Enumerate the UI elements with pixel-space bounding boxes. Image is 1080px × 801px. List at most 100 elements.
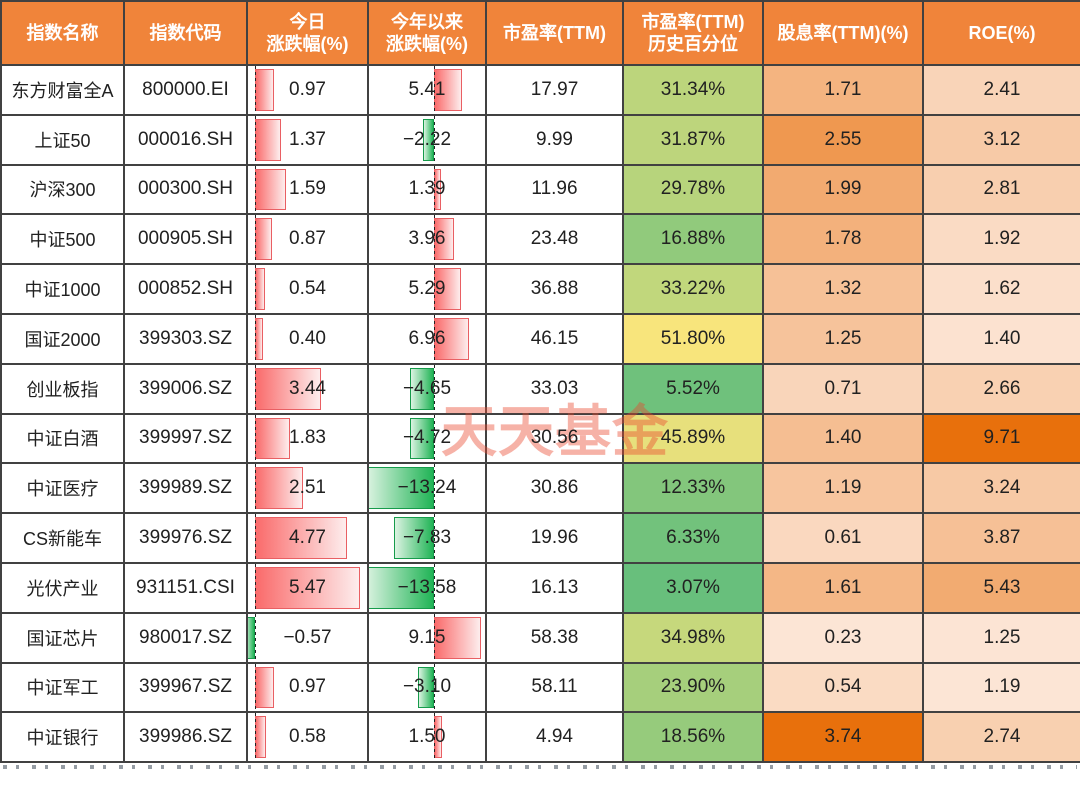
today-change-bar [255, 218, 272, 261]
name-cell: 光伏产业 [0, 561, 125, 614]
code-cell: 000016.SH [123, 113, 248, 166]
dividend-value: 2.55 [824, 128, 862, 150]
name-value: 中证军工 [26, 678, 99, 699]
name-value: CS新能车 [22, 529, 102, 550]
table-row: 光伏产业 931151.CSI 5.47 −13.58 16.13 3.07% 1.61 5.… [0, 561, 1080, 614]
pe_pct-value: 6.33% [666, 527, 720, 549]
dividend-cell: 1.40 [762, 412, 924, 465]
code-value: 399976.SZ [139, 527, 232, 549]
code-value: 931151.CSI [136, 576, 235, 598]
pe_pct-cell: 16.88% [622, 213, 764, 266]
name-value: 沪深300 [29, 180, 96, 201]
pe_pct-value: 16.88% [660, 228, 726, 250]
pe_pct-cell: 23.90% [622, 661, 764, 714]
pe-cell: 30.86 [485, 462, 624, 515]
ytd-change-bar [370, 467, 434, 510]
ytd-value: −2.22 [402, 128, 452, 150]
roe-value: 2.66 [983, 377, 1021, 399]
table-header-row: 指数名称 指数代码 今日 涨跌幅(%) 今年以来 涨跌幅(%) 市盈率(TTM) 市盈率(… [0, 0, 1080, 66]
dividend-value: 1.32 [824, 278, 862, 300]
pe_pct-cell: 5.52% [622, 362, 764, 415]
data-table: 指数名称 指数代码 今日 涨跌幅(%) 今年以来 涨跌幅(%) 市盈率(TTM) 市盈率(… [0, 0, 1080, 764]
roe-cell: 9.71 [922, 412, 1080, 465]
ytd-change-bar [422, 118, 434, 161]
name-value: 国证芯片 [26, 628, 99, 649]
today-value: 1.37 [289, 128, 326, 150]
pe-value: 33.03 [530, 377, 579, 399]
pe-cell: 33.03 [485, 362, 624, 415]
roe-value: 1.19 [983, 676, 1021, 698]
pe-value: 23.48 [530, 228, 579, 250]
name-cell: 创业板指 [0, 362, 125, 415]
roe-cell: 1.62 [922, 263, 1080, 315]
today-cell: 0.40 [246, 312, 369, 365]
ytd-value: 9.15 [408, 626, 446, 648]
dividend-cell: 2.55 [762, 113, 924, 166]
dividend-value: 1.40 [824, 427, 862, 449]
today-cell: 0.58 [246, 711, 369, 764]
ytd-cell: 5.29 [367, 263, 487, 315]
pe_pct-cell: 3.07% [622, 561, 764, 614]
name-value: 东方财富全A [11, 80, 114, 101]
name-cell: 上证50 [0, 113, 125, 166]
pe_pct-cell: 29.78% [622, 163, 764, 216]
today-change-bar [255, 69, 274, 111]
name-cell: 中证银行 [0, 711, 125, 764]
pe_pct-value: 51.80% [660, 327, 726, 349]
table-row: 东方财富全A 800000.EI 0.97 5.41 17.97 31.34% 1.71 2.… [0, 64, 1080, 116]
pe-value: 16.13 [530, 576, 579, 598]
pe_pct-cell: 51.80% [622, 312, 764, 365]
bar-axis-line [255, 66, 256, 113]
pe_pct-cell: 18.56% [622, 711, 764, 764]
pe-cell: 4.94 [485, 711, 624, 764]
dividend-cell: 0.61 [762, 512, 924, 564]
today-cell: 2.51 [246, 462, 369, 515]
today-change-bar [255, 268, 266, 310]
code-value: 000300.SH [137, 178, 234, 200]
name-cell: 中证白酒 [0, 412, 125, 465]
roe-value: 9.71 [983, 427, 1021, 449]
name-cell: 中证军工 [0, 661, 125, 714]
pe_pct-value: 33.22% [660, 278, 726, 300]
col-header-ytd: 今年以来 涨跌幅(%) [367, 0, 487, 66]
code-value: 399986.SZ [139, 726, 232, 748]
name-value: 中证1000 [24, 280, 101, 301]
bar-axis-line [434, 515, 435, 561]
bar-axis-line [434, 564, 435, 611]
ytd-cell: −4.65 [367, 362, 487, 415]
name-cell: 国证2000 [0, 312, 125, 365]
today-value: 1.83 [289, 427, 326, 449]
pe-value: 9.99 [536, 128, 573, 150]
roe-cell: 1.92 [922, 213, 1080, 266]
pe_pct-value: 34.98% [660, 626, 726, 648]
roe-cell: 1.40 [922, 312, 1080, 365]
ytd-value: 3.96 [408, 228, 446, 250]
bar-axis-line [255, 564, 256, 611]
ytd-value: −3.10 [402, 676, 452, 698]
name-value: 中证银行 [26, 728, 99, 749]
roe-value: 5.43 [983, 576, 1021, 598]
pe_pct-value: 31.34% [660, 78, 726, 100]
code-cell: 000852.SH [123, 263, 248, 315]
roe-cell: 2.66 [922, 362, 1080, 415]
table-row: 国证芯片 980017.SZ −0.57 9.15 58.38 34.98% 0.23 1.2… [0, 611, 1080, 664]
dividend-cell: 0.54 [762, 661, 924, 714]
dividend-cell: 0.23 [762, 611, 924, 664]
pe-cell: 17.97 [485, 64, 624, 116]
pe-value: 17.97 [530, 78, 579, 100]
name-cell: 中证1000 [0, 263, 125, 315]
ytd-change-bar [410, 367, 434, 410]
roe-value: 2.74 [983, 726, 1021, 748]
today-cell: 0.97 [246, 661, 369, 714]
pe_pct-cell: 34.98% [622, 611, 764, 664]
pe-value: 19.96 [530, 527, 579, 549]
col-header-dividend: 股息率(TTM)(%) [762, 0, 924, 66]
code-cell: 800000.EI [123, 64, 248, 116]
today-change-bar [255, 666, 274, 709]
today-value: 4.77 [289, 527, 326, 549]
pe-value: 30.86 [530, 477, 579, 499]
ytd-value: −4.65 [402, 377, 452, 399]
pe_pct-value: 18.56% [660, 726, 726, 748]
name-value: 国证2000 [24, 329, 101, 350]
